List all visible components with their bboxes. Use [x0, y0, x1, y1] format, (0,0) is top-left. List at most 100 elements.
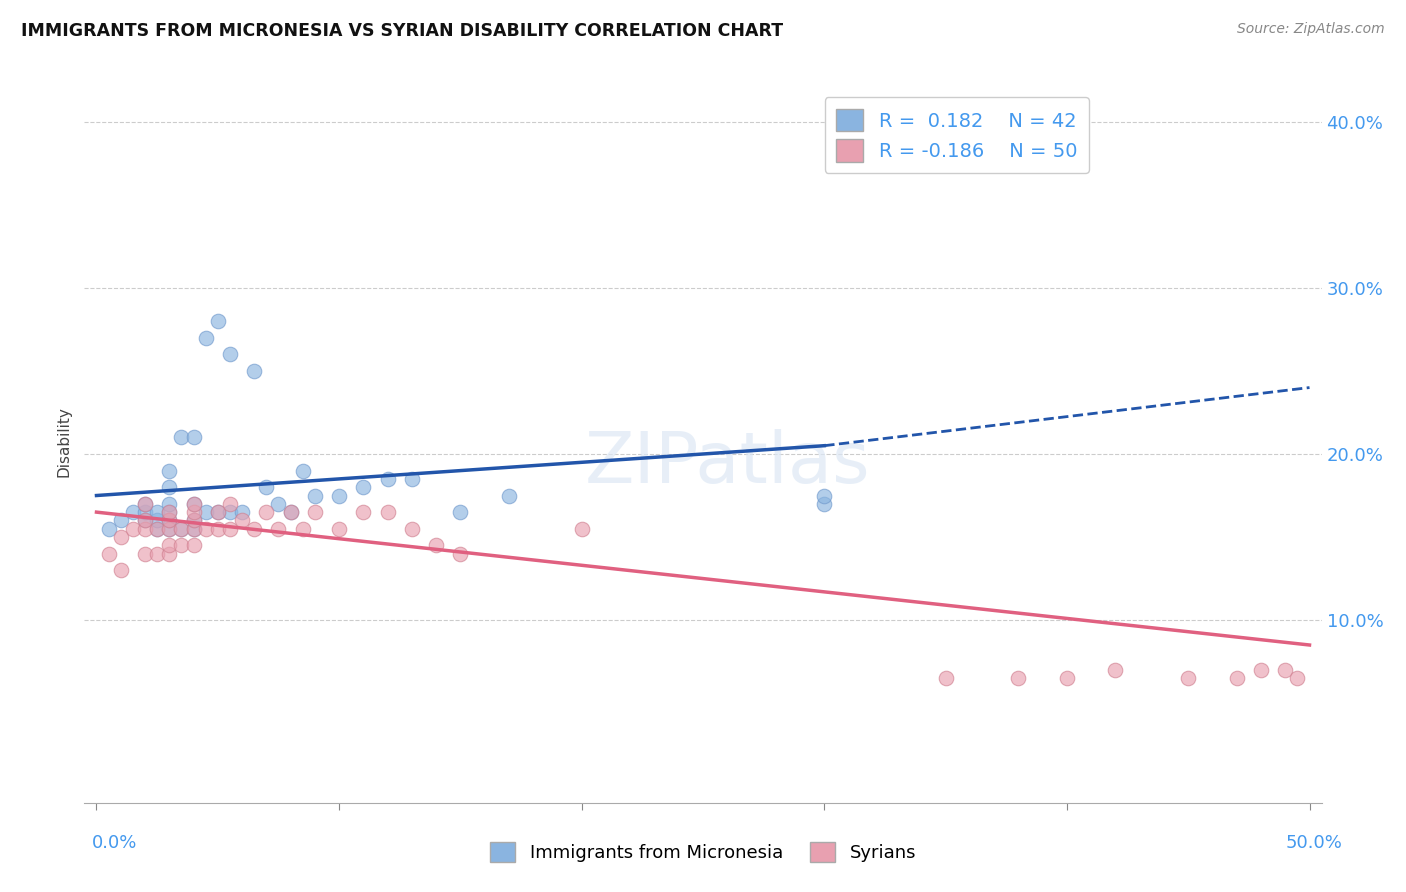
- Point: [267, 497, 290, 511]
- Point: [134, 505, 156, 519]
- Point: [183, 505, 205, 519]
- Point: [267, 522, 290, 536]
- Point: [352, 480, 374, 494]
- Point: [571, 522, 593, 536]
- Point: [425, 538, 447, 552]
- Point: [194, 331, 217, 345]
- Point: [134, 497, 156, 511]
- Text: IMMIGRANTS FROM MICRONESIA VS SYRIAN DISABILITY CORRELATION CHART: IMMIGRANTS FROM MICRONESIA VS SYRIAN DIS…: [21, 22, 783, 40]
- Point: [183, 430, 205, 444]
- Point: [146, 547, 169, 561]
- Point: [170, 522, 193, 536]
- Point: [97, 522, 120, 536]
- Point: [219, 497, 242, 511]
- Point: [146, 522, 169, 536]
- Point: [134, 522, 156, 536]
- Point: [157, 464, 180, 478]
- Point: [97, 547, 120, 561]
- Point: [183, 522, 205, 536]
- Point: [134, 497, 156, 511]
- Legend: R =  0.182    N = 42, R = -0.186    N = 50: R = 0.182 N = 42, R = -0.186 N = 50: [824, 97, 1090, 173]
- Point: [207, 314, 229, 328]
- Point: [280, 505, 302, 519]
- Point: [183, 513, 205, 527]
- Point: [157, 513, 180, 527]
- Point: [498, 489, 520, 503]
- Point: [183, 497, 205, 511]
- Point: [219, 522, 242, 536]
- Point: [146, 522, 169, 536]
- Point: [170, 430, 193, 444]
- Point: [291, 464, 314, 478]
- Point: [157, 497, 180, 511]
- Point: [194, 522, 217, 536]
- Point: [280, 505, 302, 519]
- Point: [146, 505, 169, 519]
- Point: [231, 513, 253, 527]
- Point: [146, 513, 169, 527]
- Point: [183, 522, 205, 536]
- Point: [328, 489, 350, 503]
- Text: 50.0%: 50.0%: [1286, 834, 1343, 852]
- Point: [243, 364, 266, 378]
- Point: [157, 522, 180, 536]
- Point: [157, 522, 180, 536]
- Point: [377, 505, 399, 519]
- Y-axis label: Disability: Disability: [56, 406, 72, 477]
- Legend: Immigrants from Micronesia, Syrians: Immigrants from Micronesia, Syrians: [482, 834, 924, 870]
- Point: [254, 480, 277, 494]
- Point: [157, 480, 180, 494]
- Point: [134, 547, 156, 561]
- Point: [304, 505, 326, 519]
- Point: [110, 513, 132, 527]
- Point: [170, 538, 193, 552]
- Point: [157, 547, 180, 561]
- Point: [157, 505, 180, 519]
- Point: [183, 513, 205, 527]
- Point: [1104, 663, 1126, 677]
- Point: [207, 522, 229, 536]
- Point: [194, 505, 217, 519]
- Point: [170, 522, 193, 536]
- Point: [110, 563, 132, 577]
- Text: ZIPatlas: ZIPatlas: [585, 429, 870, 498]
- Point: [207, 505, 229, 519]
- Point: [449, 505, 471, 519]
- Point: [243, 522, 266, 536]
- Point: [813, 497, 835, 511]
- Point: [157, 505, 180, 519]
- Point: [1250, 663, 1272, 677]
- Point: [157, 513, 180, 527]
- Point: [401, 522, 423, 536]
- Point: [1007, 671, 1029, 685]
- Point: [231, 505, 253, 519]
- Point: [122, 522, 145, 536]
- Point: [813, 489, 835, 503]
- Text: 0.0%: 0.0%: [91, 834, 136, 852]
- Point: [401, 472, 423, 486]
- Point: [1056, 671, 1078, 685]
- Point: [304, 489, 326, 503]
- Point: [219, 505, 242, 519]
- Point: [219, 347, 242, 361]
- Point: [1286, 671, 1309, 685]
- Point: [122, 505, 145, 519]
- Point: [377, 472, 399, 486]
- Point: [157, 538, 180, 552]
- Point: [1177, 671, 1199, 685]
- Point: [183, 538, 205, 552]
- Point: [352, 505, 374, 519]
- Point: [110, 530, 132, 544]
- Point: [449, 547, 471, 561]
- Point: [1226, 671, 1249, 685]
- Point: [183, 497, 205, 511]
- Point: [291, 522, 314, 536]
- Point: [1274, 663, 1296, 677]
- Point: [134, 513, 156, 527]
- Point: [328, 522, 350, 536]
- Text: Source: ZipAtlas.com: Source: ZipAtlas.com: [1237, 22, 1385, 37]
- Point: [207, 505, 229, 519]
- Point: [935, 671, 957, 685]
- Point: [254, 505, 277, 519]
- Point: [134, 513, 156, 527]
